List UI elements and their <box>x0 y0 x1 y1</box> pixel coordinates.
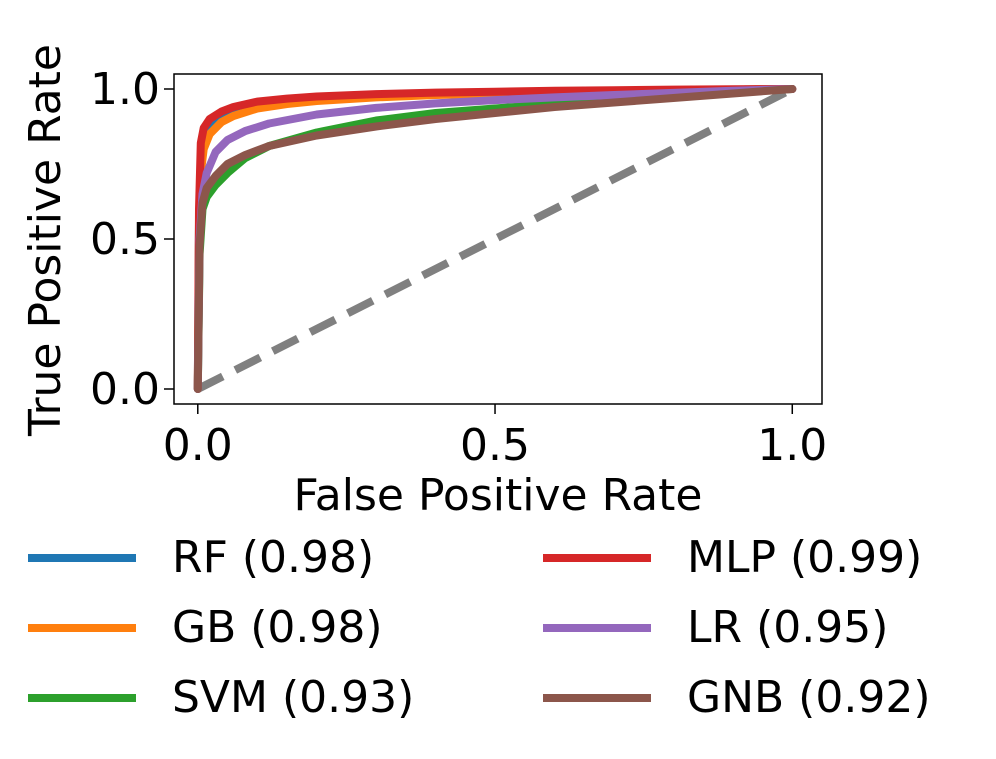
x-axis-label: False Positive Rate <box>294 470 703 521</box>
legend-label-lr: LR (0.95) <box>687 602 889 653</box>
plot-lines <box>193 85 797 393</box>
legend: RF (0.98) GB (0.98) SVM (0.93) MLP (0.99… <box>0 520 996 750</box>
series-line-gnb <box>193 85 797 393</box>
legend-label-rf: RF (0.98) <box>172 532 375 583</box>
legend-swatch-rf <box>28 554 136 562</box>
legend-swatch-gnb <box>543 694 651 702</box>
legend-label-gnb: GNB (0.92) <box>687 672 931 723</box>
y-tick-label: 1.0 <box>90 64 160 115</box>
legend-swatch-lr <box>543 624 651 632</box>
axis-ticks: 0.0 0.5 1.0 0.0 0.5 1.0 <box>90 64 827 471</box>
y-tick-label: 0.0 <box>90 364 160 415</box>
legend-swatch-svm <box>28 694 136 702</box>
x-tick-label: 0.0 <box>163 420 233 471</box>
legend-swatch-gb <box>28 624 136 632</box>
legend-swatch-mlp <box>543 554 651 562</box>
series-line-mlp <box>193 85 797 393</box>
y-tick-label: 0.5 <box>90 214 160 265</box>
legend-label-mlp: MLP (0.99) <box>687 532 923 583</box>
legend-item-mlp: MLP (0.99) <box>543 528 922 588</box>
legend-label-svm: SVM (0.93) <box>172 672 415 723</box>
legend-item-gb: GB (0.98) <box>28 598 383 658</box>
diagonal-reference-line <box>195 85 795 393</box>
x-tick-label: 1.0 <box>757 420 827 471</box>
legend-item-gnb: GNB (0.92) <box>543 668 930 728</box>
legend-item-rf: RF (0.98) <box>28 528 374 588</box>
y-axis-label: True Positive Rate <box>20 44 71 437</box>
legend-label-gb: GB (0.98) <box>172 602 383 653</box>
x-tick-label: 0.5 <box>460 420 530 471</box>
legend-item-lr: LR (0.95) <box>543 598 888 658</box>
legend-item-svm: SVM (0.93) <box>28 668 414 728</box>
series-line-lr <box>193 85 797 393</box>
